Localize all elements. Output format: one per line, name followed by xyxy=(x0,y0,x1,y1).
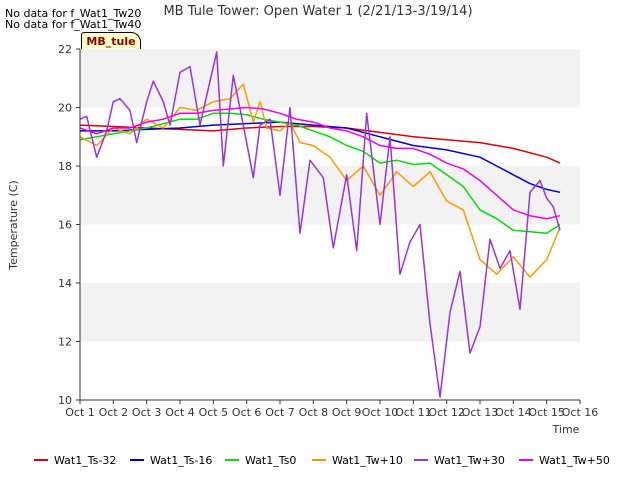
x-tick-label: Oct 16 xyxy=(562,406,599,419)
y-tick-label: 10 xyxy=(58,394,72,407)
no-data-note-1: No data for f_Wat1_Tw20 xyxy=(5,7,142,20)
legend-swatch xyxy=(130,459,144,461)
legend-swatch xyxy=(225,459,239,461)
y-tick-label: 22 xyxy=(58,43,72,56)
y-tick-label: 18 xyxy=(58,160,72,173)
x-tick-label: Oct 8 xyxy=(299,406,329,419)
legend-item-Wat1_Tw+50: Wat1_Tw+50 xyxy=(519,454,610,467)
x-tick-label: Oct 10 xyxy=(362,406,399,419)
legend: Wat1_Ts-32 Wat1_Ts-16 Wat1_Ts0 Wat1_Tw+10 Wa… xyxy=(0,454,640,468)
y-axis-label: Temperature (C) xyxy=(7,180,20,270)
legend-label: Wat1_Ts-32 xyxy=(54,454,117,467)
x-tick-label: Oct 5 xyxy=(199,406,229,419)
series-layer xyxy=(79,51,561,398)
series-line-Wat1_Tw+30 xyxy=(79,51,561,398)
legend-item-Wat1_Ts-16: Wat1_Ts-16 xyxy=(130,454,212,467)
y-tick-label: 12 xyxy=(58,336,72,349)
grid-band xyxy=(80,283,580,342)
chart-title: MB Tule Tower: Open Water 1 (2/21/13-3/1… xyxy=(163,4,472,19)
legend-swatch xyxy=(519,459,533,461)
x-tick-label: Oct 13 xyxy=(462,406,499,419)
site-badge: MB_tule xyxy=(81,32,141,51)
series-line-Wat1_Ts0 xyxy=(79,112,561,235)
x-tick-label: Oct 7 xyxy=(265,406,295,419)
legend-label: Wat1_Tw+30 xyxy=(434,454,505,467)
legend-item-Wat1_Ts0: Wat1_Ts0 xyxy=(225,454,296,467)
x-tick-label: Oct 11 xyxy=(395,406,432,419)
grid-band xyxy=(80,166,580,225)
legend-item-Wat1_Tw+10: Wat1_Tw+10 xyxy=(312,454,403,467)
x-tick-label: Oct 9 xyxy=(332,406,362,419)
legend-label: Wat1_Ts-16 xyxy=(150,454,213,467)
series-line-Wat1_Tw+50 xyxy=(79,106,561,220)
x-tick-label: Oct 15 xyxy=(528,406,565,419)
y-tick-label: 16 xyxy=(58,219,72,232)
x-tick-label: Oct 2 xyxy=(99,406,129,419)
grid-band xyxy=(80,341,580,400)
legend-swatch xyxy=(414,459,428,461)
legend-item-Wat1_Ts-32: Wat1_Ts-32 xyxy=(34,454,116,467)
legend-swatch xyxy=(34,459,48,461)
x-tick-label: Oct 6 xyxy=(232,406,262,419)
no-data-note-2: No data for f_Wat1_Tw40 xyxy=(5,18,142,31)
series-line-Wat1_Ts-16 xyxy=(80,121,561,194)
x-tick-label: Oct 12 xyxy=(428,406,465,419)
y-tick-label: 14 xyxy=(58,277,72,290)
legend-label: Wat1_Ts0 xyxy=(245,454,297,467)
legend-label: Wat1_Tw+10 xyxy=(332,454,403,467)
y-tick-label: 20 xyxy=(58,102,72,115)
grid-band xyxy=(80,224,580,283)
grid-band xyxy=(80,49,580,108)
grid-bands xyxy=(80,49,580,400)
x-tick-label: Oct 1 xyxy=(65,406,95,419)
x-tick-label: Oct 4 xyxy=(165,406,195,419)
legend-swatch xyxy=(312,459,326,461)
x-tick-label: Oct 14 xyxy=(495,406,532,419)
x-tick-label: Oct 3 xyxy=(132,406,162,419)
x-axis-label: Time xyxy=(552,423,580,436)
legend-item-Wat1_Tw+30: Wat1_Tw+30 xyxy=(414,454,505,467)
legend-label: Wat1_Tw+50 xyxy=(539,454,610,467)
